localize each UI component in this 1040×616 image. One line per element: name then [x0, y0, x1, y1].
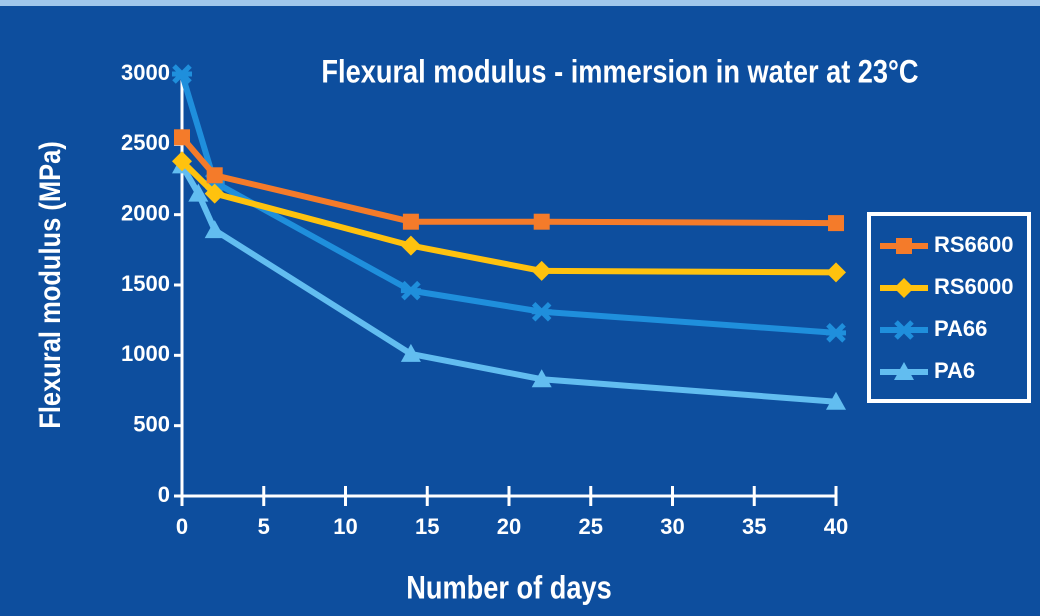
marker	[204, 183, 225, 204]
marker	[204, 220, 225, 239]
legend-label: PA6	[934, 358, 975, 383]
x-axis-label: Number of days	[406, 570, 611, 606]
legend-label: RS6600	[934, 232, 1014, 257]
marker	[826, 391, 846, 410]
marker	[894, 362, 914, 380]
marker	[174, 129, 190, 146]
marker	[894, 320, 914, 340]
x-tick-label: 10	[333, 514, 357, 539]
marker	[531, 260, 552, 281]
x-tick-label: 30	[660, 514, 684, 539]
legend-label: PA66	[934, 316, 987, 341]
marker	[826, 262, 846, 283]
marker	[402, 213, 419, 230]
y-tick-label: 2500	[121, 130, 170, 155]
marker	[400, 235, 421, 256]
marker	[531, 369, 552, 388]
legend-box	[867, 212, 1031, 403]
x-tick-label: 15	[415, 514, 439, 539]
marker	[400, 343, 421, 362]
marker	[172, 151, 192, 172]
marker	[531, 301, 552, 322]
y-tick-label: 1000	[121, 341, 170, 366]
marker	[188, 183, 209, 202]
top-border	[0, 0, 1040, 6]
legend-label: RS6000	[934, 274, 1014, 299]
marker	[400, 280, 421, 301]
marker	[828, 215, 844, 232]
y-tick-label: 2000	[121, 200, 170, 225]
marker	[894, 278, 914, 298]
y-axis-label: Flexural modulus (MPa)	[33, 141, 66, 428]
y-tick-label: 3000	[121, 60, 170, 85]
x-tick-label: 25	[579, 514, 603, 539]
marker	[896, 238, 912, 254]
x-tick-label: 40	[824, 514, 848, 539]
marker	[533, 213, 550, 230]
x-tick-label: 5	[258, 514, 270, 539]
marker	[826, 323, 846, 343]
chart-title: Flexural modulus - immersion in water at…	[321, 54, 918, 90]
marker	[172, 64, 192, 84]
y-tick-label: 1500	[121, 271, 170, 296]
y-tick-label: 0	[158, 482, 170, 507]
y-tick-label: 500	[133, 411, 170, 436]
x-tick-label: 20	[497, 514, 521, 539]
x-tick-label: 0	[176, 514, 188, 539]
marker	[206, 167, 223, 184]
x-tick-label: 35	[742, 514, 766, 539]
